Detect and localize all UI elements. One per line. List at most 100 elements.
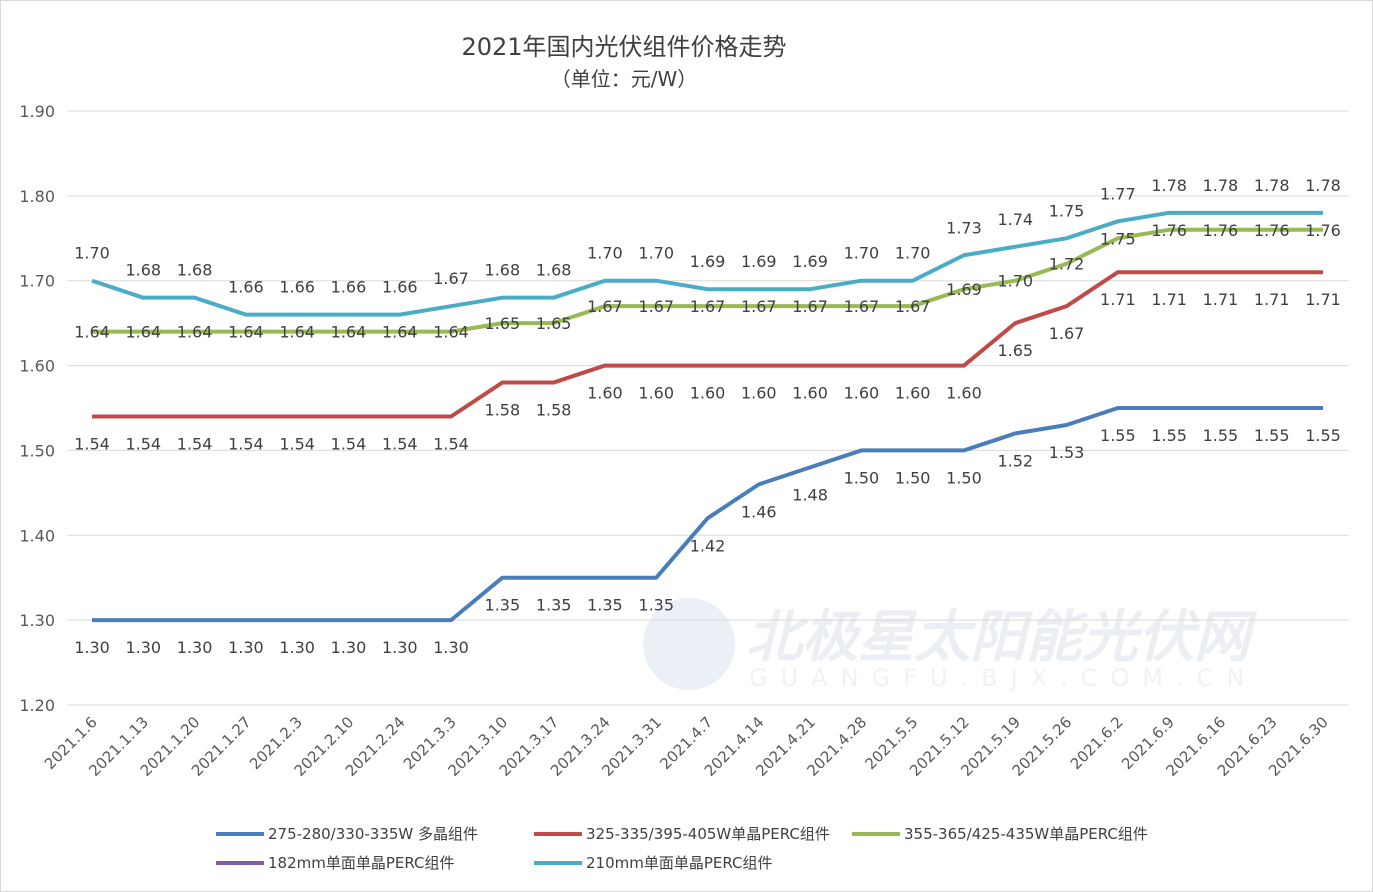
data-label: 1.67 xyxy=(638,297,674,316)
data-label: 1.54 xyxy=(74,434,110,453)
y-tick-label: 1.60 xyxy=(19,357,55,376)
data-label: 1.66 xyxy=(228,278,264,297)
data-label: 1.54 xyxy=(331,434,367,453)
legend-label: 355-365/425-435W单晶PERC组件 xyxy=(904,825,1148,843)
y-tick-label: 1.30 xyxy=(19,611,55,630)
data-label: 1.30 xyxy=(74,638,110,657)
data-label: 1.76 xyxy=(1305,221,1341,240)
data-label: 1.64 xyxy=(177,323,213,342)
data-label: 1.67 xyxy=(690,297,726,316)
data-label: 1.50 xyxy=(895,468,931,487)
data-label: 1.54 xyxy=(433,434,469,453)
data-label: 1.69 xyxy=(690,252,726,271)
data-label: 1.66 xyxy=(279,278,315,297)
legend-item: 355-365/425-435W单晶PERC组件 xyxy=(852,823,1148,844)
data-label: 1.35 xyxy=(536,596,572,615)
svg-text:GUANGFU.BJX.COM.CN: GUANGFU.BJX.COM.CN xyxy=(749,664,1257,692)
legend-label: 182mm单面单晶PERC组件 xyxy=(268,854,455,872)
data-label: 1.67 xyxy=(587,297,623,316)
data-label: 1.54 xyxy=(382,434,418,453)
data-label: 1.60 xyxy=(895,384,931,403)
data-label: 1.35 xyxy=(638,596,674,615)
data-label: 1.30 xyxy=(228,638,264,657)
y-tick-label: 1.40 xyxy=(19,526,55,545)
data-label: 1.70 xyxy=(587,244,623,263)
data-label: 1.65 xyxy=(997,341,1033,360)
chart-title: 2021年国内光伏组件价格走势 xyxy=(461,33,787,61)
data-label: 1.78 xyxy=(1203,176,1239,195)
data-label: 1.35 xyxy=(587,596,623,615)
data-label: 1.70 xyxy=(895,244,931,263)
data-label: 1.55 xyxy=(1305,426,1341,445)
data-label: 1.69 xyxy=(946,280,982,299)
data-label: 1.74 xyxy=(997,210,1033,229)
data-label: 1.42 xyxy=(690,536,726,555)
data-label: 1.72 xyxy=(1049,255,1085,274)
data-label: 1.30 xyxy=(382,638,418,657)
y-tick-label: 1.50 xyxy=(19,441,55,460)
data-label: 1.76 xyxy=(1254,221,1290,240)
data-label: 1.60 xyxy=(638,384,674,403)
data-label: 1.64 xyxy=(382,323,418,342)
data-label: 1.55 xyxy=(1254,426,1290,445)
legend-swatch xyxy=(852,831,900,836)
legend-label: 210mm单面单晶PERC组件 xyxy=(586,854,773,872)
data-label: 1.58 xyxy=(536,401,572,420)
data-label: 1.54 xyxy=(177,434,213,453)
data-label: 1.53 xyxy=(1049,443,1085,462)
data-label: 1.60 xyxy=(690,384,726,403)
legend-swatch xyxy=(216,860,264,865)
data-label: 1.67 xyxy=(1049,324,1085,343)
data-label: 1.64 xyxy=(279,323,315,342)
data-label: 1.78 xyxy=(1254,176,1290,195)
legend-item: 182mm单面单晶PERC组件 xyxy=(216,852,455,873)
data-label: 1.66 xyxy=(382,278,418,297)
data-label: 1.70 xyxy=(74,244,110,263)
data-label: 1.35 xyxy=(485,596,521,615)
data-label: 1.30 xyxy=(331,638,367,657)
data-label: 1.54 xyxy=(125,434,161,453)
legend-swatch xyxy=(216,831,264,836)
data-label: 1.60 xyxy=(946,384,982,403)
series-line xyxy=(92,270,1323,419)
data-label: 1.50 xyxy=(946,468,982,487)
data-label: 1.30 xyxy=(177,638,213,657)
data-label: 1.60 xyxy=(792,384,828,403)
data-label: 1.67 xyxy=(741,297,777,316)
legend-label: 325-335/395-405W单晶PERC组件 xyxy=(586,825,830,843)
data-label: 1.68 xyxy=(536,261,572,280)
data-label: 1.64 xyxy=(228,323,264,342)
legend-item: 210mm单面单晶PERC组件 xyxy=(534,852,773,873)
data-label: 1.65 xyxy=(536,314,572,333)
data-label: 1.64 xyxy=(433,323,469,342)
data-label: 1.75 xyxy=(1049,201,1085,220)
data-label: 1.55 xyxy=(1203,426,1239,445)
data-label: 1.69 xyxy=(741,252,777,271)
data-label: 1.58 xyxy=(485,401,521,420)
data-label: 1.71 xyxy=(1100,290,1136,309)
data-label: 1.70 xyxy=(997,272,1033,291)
data-label: 1.54 xyxy=(228,434,264,453)
data-label: 1.67 xyxy=(433,269,469,288)
legend-swatch xyxy=(534,831,582,836)
data-label: 1.67 xyxy=(895,297,931,316)
data-label: 1.70 xyxy=(638,244,674,263)
data-label: 1.30 xyxy=(279,638,315,657)
x-tick-label: 2021.6.2 xyxy=(1067,713,1127,773)
legend-swatch xyxy=(534,860,582,865)
y-tick-label: 1.90 xyxy=(19,102,55,121)
series-line xyxy=(92,227,1323,334)
data-label: 1.71 xyxy=(1305,290,1341,309)
data-label: 1.60 xyxy=(844,384,880,403)
data-label: 1.48 xyxy=(792,485,828,504)
data-label: 1.55 xyxy=(1151,426,1187,445)
data-label: 1.55 xyxy=(1100,426,1136,445)
data-label: 1.67 xyxy=(792,297,828,316)
y-tick-label: 1.20 xyxy=(19,696,55,715)
data-label: 1.60 xyxy=(587,384,623,403)
data-label: 1.60 xyxy=(741,384,777,403)
svg-text:北极星太阳能光伏网: 北极星太阳能光伏网 xyxy=(746,605,1258,670)
legend-item: 325-335/395-405W单晶PERC组件 xyxy=(534,823,830,844)
